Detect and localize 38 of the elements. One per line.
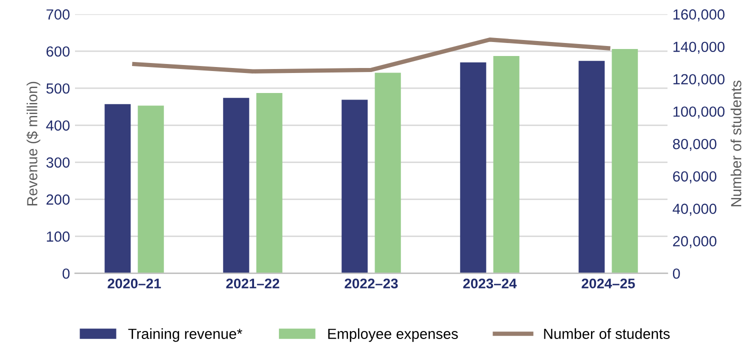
- y-tick-label: 300: [46, 157, 70, 168]
- y2-tick-label: 20,000: [673, 236, 716, 248]
- y2-axis-title: Number of students: [730, 80, 742, 206]
- y2-tick-label: 160,000: [673, 9, 725, 22]
- y2-tick-label: 100,000: [673, 106, 725, 119]
- y-tick-label: 200: [46, 194, 70, 205]
- y-tick-label: 100: [46, 231, 70, 242]
- bar: [104, 104, 131, 274]
- line-series: [132, 38, 610, 74]
- y-axis-title: Revenue ($ million): [26, 82, 40, 206]
- y2-tick-label: 120,000: [673, 74, 725, 86]
- x-tick-label: 2023–24: [463, 278, 517, 288]
- y2-tick-label: 0: [672, 268, 680, 279]
- x-tick-label: 2022–23: [344, 278, 398, 288]
- y-tick-label: 700: [46, 9, 70, 20]
- x-tick-label: 2020–21: [108, 278, 161, 288]
- y2-tick-label: 80,000: [672, 138, 716, 151]
- bar: [374, 72, 401, 274]
- y-tick-label: 500: [46, 83, 70, 94]
- bar: [223, 98, 250, 274]
- x-tick-label: 2024–25: [582, 278, 635, 288]
- bar: [460, 62, 486, 274]
- bar: [256, 93, 282, 274]
- y-tick-label: 600: [46, 46, 70, 57]
- bar: [493, 56, 520, 274]
- legend-label: Training revenue*: [128, 328, 242, 342]
- y-tick-label: 0: [62, 268, 70, 279]
- bar: [342, 100, 368, 274]
- y2-tick-label: 140,000: [673, 42, 725, 54]
- bar: [138, 106, 164, 274]
- x-tick-label: 2021–22: [226, 278, 280, 288]
- legend-label: Number of students: [544, 328, 670, 339]
- legend-label: Employee expenses: [328, 328, 458, 342]
- bar: [578, 60, 605, 274]
- y2-tick-label: 60,000: [673, 171, 716, 184]
- y-tick-label: 400: [46, 120, 70, 131]
- bar: [612, 49, 638, 274]
- y2-tick-label: 40,000: [672, 204, 716, 216]
